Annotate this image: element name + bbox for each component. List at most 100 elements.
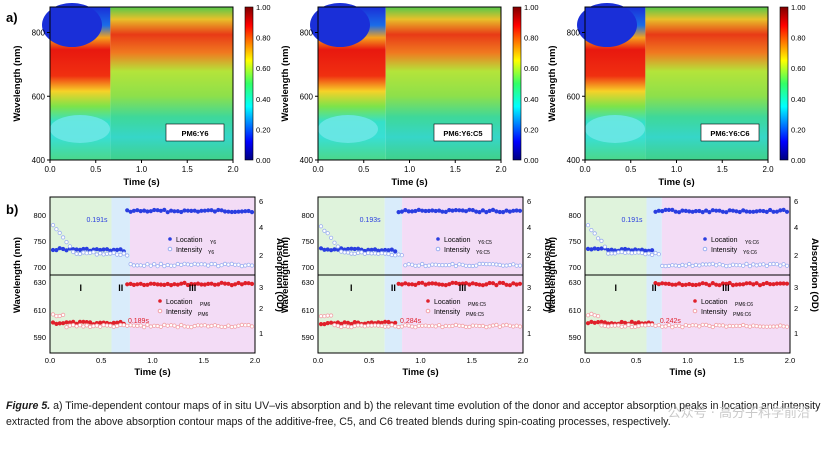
contour-xtick-label: 1.0 bbox=[136, 165, 148, 174]
location-bot-point bbox=[767, 281, 773, 287]
location-top-point bbox=[165, 210, 170, 215]
location-top-point bbox=[670, 207, 675, 212]
intensity-top-point bbox=[690, 263, 695, 268]
contour-xtick-label: 1.0 bbox=[404, 165, 416, 174]
location-bot-point bbox=[199, 282, 204, 287]
location-bot-point bbox=[477, 282, 482, 287]
intensity-top-point bbox=[666, 263, 672, 268]
intensity-top-point bbox=[453, 263, 458, 269]
location-top-point bbox=[104, 247, 110, 252]
location-top-point bbox=[389, 247, 394, 252]
location-bot-point bbox=[229, 282, 234, 288]
contour-ytick-label: 400 bbox=[300, 156, 314, 165]
location-top-point bbox=[517, 208, 523, 213]
location-bot-point bbox=[335, 320, 340, 325]
location-top-point bbox=[98, 247, 103, 253]
location-top-point bbox=[771, 209, 776, 214]
legend-int-top: Intensity bbox=[176, 247, 203, 254]
intensity-bot-point bbox=[690, 323, 695, 328]
location-top-point bbox=[778, 208, 783, 213]
location-bot-point bbox=[243, 280, 248, 286]
location-top-point bbox=[707, 210, 712, 215]
bot-left-tick: 590 bbox=[568, 333, 581, 342]
location-top-point bbox=[229, 209, 234, 215]
intensity-bot-point bbox=[670, 325, 675, 330]
intensity-bot-point bbox=[619, 324, 624, 329]
location-top-point bbox=[781, 207, 786, 212]
location-top-point bbox=[118, 247, 123, 252]
intensity-top-point bbox=[612, 251, 618, 256]
legend-loc-bot-sub: PM6:C6 bbox=[735, 302, 753, 308]
location-bot-point bbox=[670, 282, 675, 287]
kin-xtick-label: 2.0 bbox=[518, 356, 528, 365]
intensity-top-point bbox=[98, 251, 103, 256]
intensity-top-point bbox=[504, 263, 509, 268]
intensity-top-point bbox=[447, 262, 452, 268]
location-bot-point bbox=[322, 321, 327, 327]
kin-ylabel-right: Absorption (OD) bbox=[274, 238, 285, 312]
intensity-bot-point bbox=[345, 324, 351, 329]
location-top-point bbox=[325, 247, 330, 252]
intensity-bot-point bbox=[629, 324, 634, 330]
intensity-top-point bbox=[602, 244, 608, 249]
location-top-point bbox=[413, 208, 418, 214]
intensity-bot-point bbox=[622, 324, 628, 329]
location-bot-point bbox=[202, 282, 207, 287]
intensity-bot-point bbox=[172, 323, 177, 328]
intensity-bot-point bbox=[433, 324, 438, 329]
intensity-top-point bbox=[676, 263, 682, 269]
colorbar-tick-label: 1.00 bbox=[524, 3, 539, 12]
kinetics-panel-3: 0.191s 0.242s Location Y6:C6 Intensity Y6:C6 L… bbox=[547, 196, 820, 378]
intensity-bot-point bbox=[342, 323, 347, 329]
intensity-bot-point bbox=[666, 322, 672, 328]
bot-left-tick: 590 bbox=[33, 333, 46, 342]
top-right-tick: 2 bbox=[794, 251, 798, 260]
intensity-bot-point bbox=[389, 322, 394, 328]
kin-xtick-label: 0.5 bbox=[96, 356, 106, 365]
kin-xtick-label: 1.0 bbox=[415, 356, 425, 365]
location-top-point bbox=[162, 207, 167, 212]
location-bot-point bbox=[216, 282, 221, 287]
location-bot-point bbox=[751, 282, 756, 287]
location-top-point bbox=[477, 210, 482, 215]
intensity-bot-point bbox=[175, 325, 180, 330]
contour-xtick-label: 0.5 bbox=[358, 165, 370, 174]
location-bot-point bbox=[504, 282, 509, 287]
location-bot-point bbox=[592, 320, 597, 325]
intensity-bot-point bbox=[393, 324, 398, 329]
intensity-bot-point bbox=[98, 324, 103, 329]
colorbar-tick-label: 0.60 bbox=[791, 64, 806, 73]
intensity-bot-point bbox=[335, 323, 340, 328]
location-bot-point bbox=[774, 281, 780, 286]
intensity-top-point bbox=[84, 251, 89, 256]
location-top-point bbox=[57, 246, 62, 251]
intensity-top-point bbox=[477, 261, 482, 266]
location-bot-point bbox=[474, 281, 479, 287]
location-top-point bbox=[649, 248, 655, 253]
intensity-bot-point bbox=[517, 324, 523, 329]
contour-xlabel: Time (s) bbox=[391, 177, 427, 188]
contour-cyan-blob bbox=[50, 115, 110, 143]
kin-xtick-label: 0.0 bbox=[313, 356, 323, 365]
contour-ytick-label: 400 bbox=[567, 156, 581, 165]
intensity-bot-point bbox=[77, 323, 83, 328]
intensity-bot-point bbox=[747, 324, 753, 329]
intensity-bot-point bbox=[239, 322, 244, 327]
location-top-point bbox=[653, 209, 658, 214]
location-top-point bbox=[693, 209, 699, 214]
top-right-tick: 4 bbox=[794, 223, 798, 232]
intensity-bot-point bbox=[507, 323, 512, 328]
intensity-bot-point bbox=[616, 323, 621, 328]
intensity-top-point bbox=[463, 263, 469, 268]
location-top-point bbox=[754, 209, 759, 214]
intensity-top-point bbox=[325, 231, 330, 236]
intensity-top-point bbox=[747, 263, 753, 269]
location-top-point bbox=[50, 247, 56, 253]
location-bot-point bbox=[470, 281, 475, 286]
location-top-point bbox=[185, 208, 190, 213]
intensity-top-point bbox=[703, 262, 709, 267]
intensity-top-point bbox=[720, 263, 726, 268]
intensity-top-point bbox=[104, 251, 110, 256]
legend-int-bot-marker bbox=[692, 308, 698, 314]
intensity-top-point bbox=[514, 263, 519, 268]
